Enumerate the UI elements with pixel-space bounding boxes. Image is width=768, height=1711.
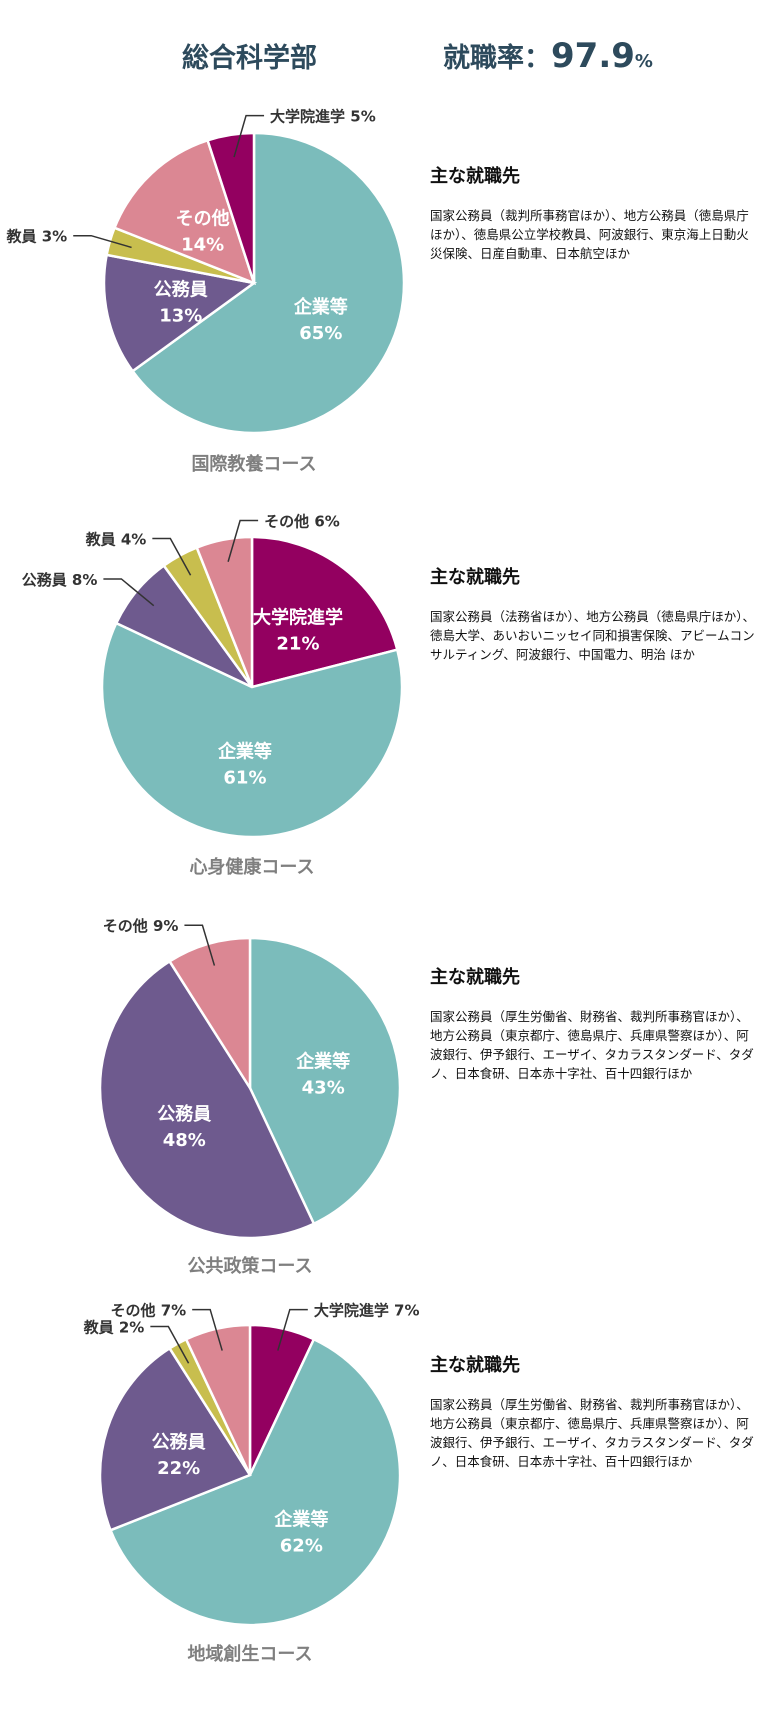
slice-outside-label: 教員 4% [85,530,147,548]
course-title: 地域創生コース [187,1643,312,1665]
leader-line [227,519,259,562]
pie-slice [102,253,258,373]
faculty-title: 総合科学部 [182,43,317,74]
leader-line [192,1308,223,1351]
leader-line [103,578,155,607]
leader-line [184,924,216,966]
slice-percent: 62% [280,1536,323,1557]
pie-slice [98,1346,252,1532]
slice-outside-label: その他 7% [110,1302,186,1320]
slice-percent: 22% [157,1458,200,1479]
slice-percent: 65% [299,323,342,344]
pie-slice [100,621,404,839]
slice-outside-label: 教員 3% [6,228,68,246]
leader-line [152,537,192,576]
rate-label: 就職率： [443,43,551,74]
slice-percent: 61% [223,768,266,789]
slice-outside-label: 教員 2% [83,1318,145,1336]
slice-label: 企業等 [293,296,348,318]
leader-line [233,114,265,158]
employers-text: 国家公務員（厚生労働省、財務省、裁判所事務官ほか）、地方公務員（東京都庁、徳島県… [430,1009,754,1081]
employers-text: 国家公務員（厚生労働省、財務省、裁判所事務官ほか）、地方公務員（東京都庁、徳島県… [430,1397,754,1469]
slice-outside-label: 大学院進学 7% [314,1302,420,1320]
pie-slice [108,1337,402,1627]
course-title: 公共政策コース [187,1255,312,1277]
pie-slice [98,959,316,1240]
slice-percent: 14% [181,234,224,255]
slice-percent: 21% [276,634,319,655]
slice-percent: 48% [163,1130,206,1151]
employers-heading: 主な就職先 [430,166,520,187]
pie-slice [130,131,406,435]
employers-block: 主な就職先 国家公務員（裁判所事務官ほか）、地方公務員（徳島県庁ほか）、徳島県公… [430,162,760,263]
slice-label: 企業等 [217,741,272,763]
employers-text: 国家公務員（法務省ほか）、地方公務員（徳島県庁ほか）、徳島大学、あいおいニッセイ… [430,609,756,662]
leader-line [73,234,132,249]
slice-label: 公務員 [154,278,208,300]
slice-label: 企業等 [273,1509,328,1531]
slice-outside-label: 大学院進学 5% [270,108,376,126]
slice-percent: 13% [159,305,202,326]
slice-label: その他 [176,207,230,229]
employers-text: 国家公務員（裁判所事務官ほか）、地方公務員（徳島県庁ほか）、徳島県公立学校教員、… [430,208,749,261]
employers-block: 主な就職先 国家公務員（厚生労働省、財務省、裁判所事務官ほか）、地方公務員（東京… [430,1351,760,1471]
pie-slice [195,535,254,688]
pie-slice [184,1323,252,1476]
pie-slice [206,131,256,284]
employers-heading: 主な就職先 [430,1355,520,1376]
course-title: 心身健康コース [189,856,314,878]
pie-slice [248,936,402,1226]
course-title: 国際教養コース [191,453,316,475]
rate-unit: % [634,51,653,72]
slice-outside-label: その他 9% [103,917,179,935]
slice-outside-label: 公務員 8% [22,571,98,589]
slice-label: 大学院進学 [253,607,343,629]
leader-line [150,1325,190,1364]
slice-label: 企業等 [295,1051,350,1073]
employers-block: 主な就職先 国家公務員（法務省ほか）、地方公務員（徳島県庁ほか）、徳島大学、あい… [430,563,760,664]
slice-label: 公務員 [152,1431,206,1453]
employers-block: 主な就職先 国家公務員（厚生労働省、財務省、裁判所事務官ほか）、地方公務員（東京… [430,963,760,1083]
rate-value: 97.9 [551,36,635,76]
slice-label: 公務員 [157,1103,211,1125]
employers-heading: 主な就職先 [430,567,520,588]
slice-outside-label: その他 6% [264,513,340,531]
employers-heading: 主な就職先 [430,967,520,988]
leader-line [277,1308,308,1351]
slice-percent: 43% [302,1078,345,1099]
pie-slice [250,535,399,689]
employment-rate: 就職率：97.9% [443,36,653,76]
